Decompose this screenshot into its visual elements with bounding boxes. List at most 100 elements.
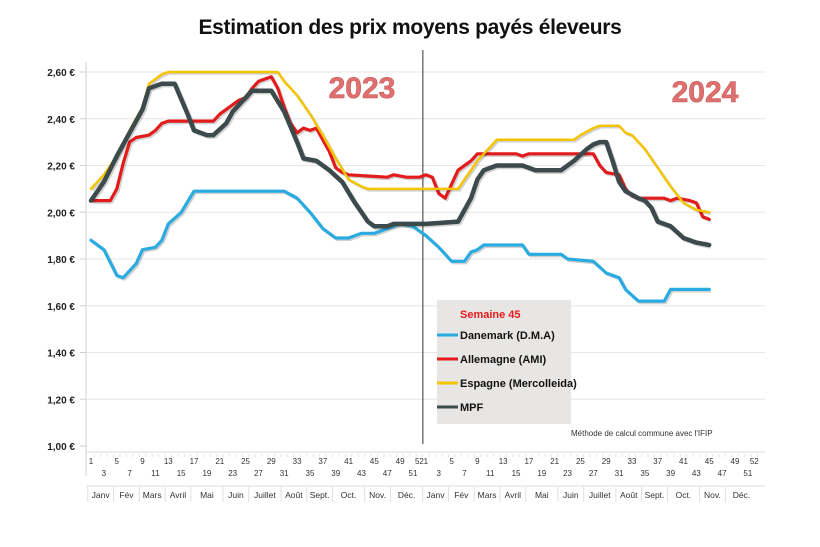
month-label: Mai (200, 490, 214, 500)
week-tick-label: 17 (190, 457, 199, 466)
month-label: Nov. (704, 490, 721, 500)
month-label: Oct. (676, 490, 692, 500)
week-tick-label: 27 (254, 469, 263, 478)
y-tick-label: 2,40 € (47, 115, 75, 126)
series-line-danemark-d-m-a (89, 189, 711, 303)
week-tick-label: 1 (89, 457, 94, 466)
legend-title: Semaine 45 (460, 309, 521, 321)
month-label: Fév (454, 490, 469, 500)
month-label: Janv (427, 490, 446, 500)
month-label: Juillet (254, 490, 276, 500)
month-label: Mars (478, 490, 497, 500)
month-label: Mai (535, 490, 549, 500)
year-label-2023: 2023 (329, 72, 396, 105)
week-tick-label: 37 (318, 457, 327, 466)
week-tick-label: 19 (202, 469, 211, 478)
series-lines (88, 70, 712, 305)
chart-title: Estimation des prix moyens payés éleveur… (198, 16, 622, 39)
year-labels: 2023 2024 (328, 72, 739, 110)
week-tick-label: 52 (750, 457, 759, 466)
week-tick-label: 47 (383, 469, 392, 478)
week-tick-label: 7 (462, 469, 467, 478)
week-tick-label: 49 (396, 457, 405, 466)
week-tick-label: 35 (306, 469, 315, 478)
week-tick-label: 47 (718, 469, 727, 478)
method-note: Méthode de calcul commune avec l'IFIP (571, 429, 713, 438)
week-tick-label: 3 (437, 469, 442, 478)
week-tick-label: 9 (475, 457, 480, 466)
y-tick-label: 1,80 € (47, 255, 75, 266)
month-label: Déc. (398, 490, 415, 500)
month-label: Sept. (645, 490, 665, 500)
legend-entry: Danemark (D.M.A) (460, 330, 555, 342)
y-tick-label: 1,00 € (47, 442, 75, 453)
week-tick-label: 25 (241, 457, 250, 466)
week-tick-label: 11 (486, 469, 495, 478)
week-tick-label: 19 (537, 469, 546, 478)
week-tick-label: 51 (743, 469, 752, 478)
week-tick-label: 35 (640, 469, 649, 478)
month-label: Juin (228, 490, 244, 500)
month-label: Juillet (589, 490, 611, 500)
y-tick-label: 2,20 € (47, 162, 75, 173)
week-tick-label: 5 (115, 457, 120, 466)
month-label: Déc. (733, 490, 750, 500)
week-tick-label: 45 (705, 457, 714, 466)
week-tick-label: 21 (550, 457, 559, 466)
month-label: Fév (119, 490, 134, 500)
week-tick-label: 39 (331, 469, 340, 478)
year-label-2024: 2024 (672, 76, 739, 109)
month-label: Juin (563, 490, 579, 500)
week-tick-label: 9 (140, 457, 145, 466)
grid (80, 62, 765, 476)
week-tick-label: 33 (628, 457, 637, 466)
week-tick-label: 39 (666, 469, 675, 478)
week-tick-label: 29 (602, 457, 611, 466)
week-tick-label: 23 (563, 469, 572, 478)
y-tick-label: 1,40 € (47, 349, 75, 360)
week-tick-label: 3 (102, 469, 107, 478)
month-label: Janv (92, 490, 111, 500)
week-tick-label: 29 (267, 457, 276, 466)
y-axis: 2,60 € 2,40 € 2,20 € 2,00 € 1,80 € 1,60 € 1,40… (47, 68, 75, 453)
week-tick-label: 43 (357, 469, 366, 478)
week-tick-label: 15 (512, 469, 521, 478)
month-label: Nov. (369, 490, 386, 500)
series-line-mpf (88, 81, 712, 248)
week-tick-label: 15 (177, 469, 186, 478)
month-label: Avril (505, 490, 521, 500)
week-tick-label: 52 (415, 457, 424, 466)
week-tick-label: 45 (370, 457, 379, 466)
month-label: Sept. (310, 490, 330, 500)
week-tick-label: 43 (692, 469, 701, 478)
legend-entry: MPF (460, 402, 484, 414)
month-label: Août (620, 490, 638, 500)
week-tick-label: 31 (280, 469, 289, 478)
y-tick-label: 1,60 € (47, 302, 75, 313)
week-tick-label: 1 (424, 457, 429, 466)
week-tick-label: 13 (164, 457, 173, 466)
series-line-espagne-mercolleida (89, 70, 711, 214)
week-tick-label: 5 (449, 457, 454, 466)
y-tick-label: 1,20 € (47, 395, 75, 406)
y-tick-label: 2,00 € (47, 208, 75, 219)
week-tick-label: 23 (228, 469, 237, 478)
week-tick-label: 41 (344, 457, 353, 466)
week-tick-label: 21 (215, 457, 224, 466)
y-tick-label: 2,60 € (47, 68, 75, 79)
x-axis: 1357911131517192123252729313335373941434… (86, 50, 765, 502)
series-shadow (92, 76, 712, 223)
series-shadow (91, 191, 711, 305)
month-label: Août (285, 490, 303, 500)
legend-entry: Allemagne (AMI) (460, 354, 547, 366)
legend-box (437, 300, 571, 424)
legend: Semaine 45 Danemark (D.M.A) Allemagne (AMI… (437, 300, 577, 424)
series-shadow (91, 72, 711, 216)
week-tick-label: 41 (679, 457, 688, 466)
week-tick-label: 7 (127, 469, 132, 478)
week-tick-label: 49 (731, 457, 740, 466)
legend-entry: Espagne (Mercolleida) (460, 378, 577, 390)
week-tick-label: 33 (293, 457, 302, 466)
month-label: Mars (143, 490, 162, 500)
week-tick-label: 27 (589, 469, 598, 478)
